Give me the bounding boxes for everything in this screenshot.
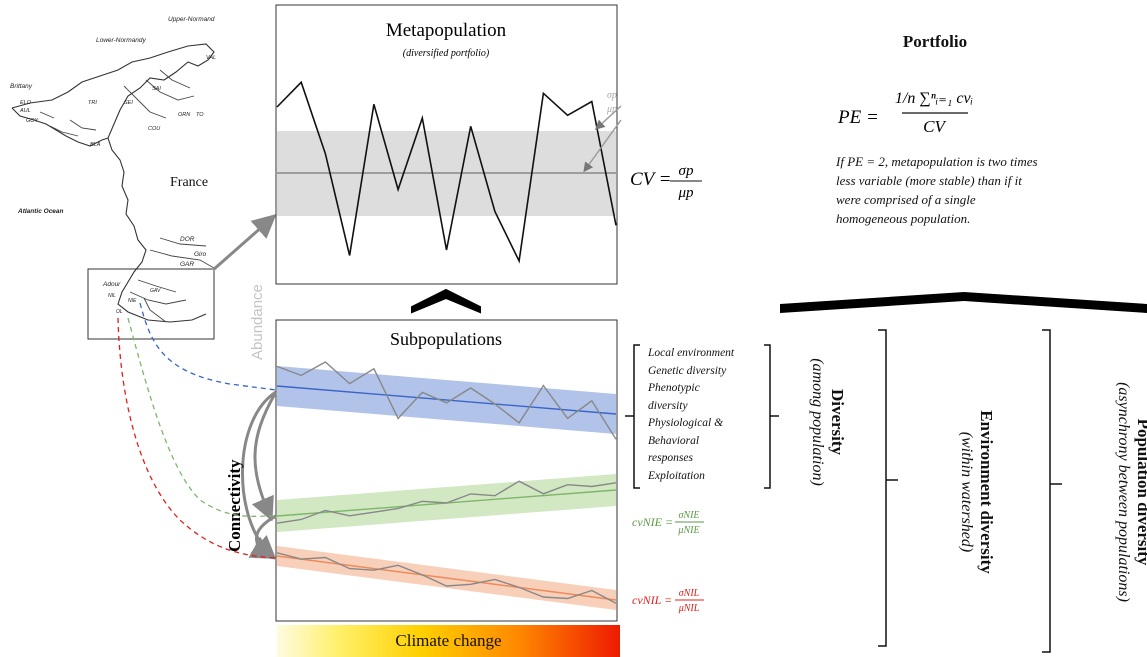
cv-nie-lhs: cvNIE = <box>632 515 673 529</box>
cv-num: σp <box>679 163 694 179</box>
map-label-sei: SEI <box>124 100 133 106</box>
map-label-ol: OL <box>116 309 123 315</box>
map-label-aul: AUL <box>19 108 31 114</box>
diversity-brace <box>878 329 887 647</box>
pe-den: CV <box>923 117 947 136</box>
map-to-meta-arrow <box>212 214 277 272</box>
diversity-label: Diversity (among population) <box>809 358 847 486</box>
map-label-goy: GOY <box>26 118 39 124</box>
sigma-arrow <box>594 105 622 130</box>
meta-abundance-line <box>276 80 617 264</box>
map-label-orn: ORN <box>178 112 190 118</box>
map-label-cou: COU <box>148 126 160 132</box>
driver-item: Genetic diversity <box>648 364 727 377</box>
map-label-sai: SAI <box>152 86 161 92</box>
map-label-nie: NIE <box>128 298 137 304</box>
mu-arrow <box>583 119 622 173</box>
population-diversity-label: Population diversity (asynchrony between… <box>1115 382 1147 602</box>
diversity-roof <box>780 292 1147 313</box>
mu-p-label: μp <box>606 104 617 115</box>
map-label-dor: DOR <box>180 236 195 243</box>
green-dashed-link <box>127 317 277 517</box>
france-map: Upper-Normand Lower-Normandy Brittany At… <box>10 16 216 340</box>
driver-item: Local environment <box>648 347 735 359</box>
connectivity-label: Connectivity <box>225 459 244 552</box>
map-label-france: France <box>170 175 208 190</box>
drivers-list: Local environment Genetic diversity Phen… <box>648 345 773 485</box>
red-dashed-link <box>117 317 277 559</box>
map-label-tri: TRI <box>88 100 97 106</box>
meta-title: Metapopulation <box>386 20 507 41</box>
green-subpop-line <box>276 480 617 524</box>
abundance-axis-label: Abundance <box>249 284 266 360</box>
map-label-brittany: Brittany <box>10 83 33 90</box>
map-links <box>117 302 277 559</box>
brittany-coast <box>11 107 109 147</box>
driver-item: Exploitation <box>648 469 705 482</box>
sub-title: Subpopulations <box>390 329 502 349</box>
cv-lhs: CV = <box>630 169 672 190</box>
orange-trend-line <box>276 555 617 601</box>
france-coastline <box>11 43 215 323</box>
drivers-right-bracket <box>764 344 779 489</box>
aggregation-chevron <box>411 288 481 314</box>
cv-formula: CV = σp μp <box>630 163 702 201</box>
cv-nil-den: μNIL <box>678 603 700 614</box>
cv-nil-lhs: cvNIL = <box>632 593 672 607</box>
cv-nie-formula: cvNIE = σNIE μNIE <box>632 510 704 536</box>
cv-nie-den: μNIE <box>677 525 699 536</box>
driver-item: diversity <box>648 399 688 412</box>
portfolio-title: Portfolio <box>902 32 968 51</box>
portfolio-note: If PE = 2, metapopulation is two times l… <box>836 154 1038 226</box>
climate-change-label: Climate change <box>395 631 502 650</box>
map-labels: Upper-Normand Lower-Normandy Brittany At… <box>10 16 216 315</box>
pe-lhs: PE = <box>837 107 879 128</box>
blue-trend-line <box>276 385 617 415</box>
sigma-p-label: σp <box>607 90 617 101</box>
map-label-adour: Adour <box>102 281 121 288</box>
cv-nil-formula: cvNIL = σNIL μNIL <box>632 588 704 614</box>
cv-nie-num: σNIE <box>678 510 699 521</box>
map-label-bla: BLA <box>90 142 101 148</box>
adour-region-box <box>87 268 215 340</box>
meta-subtitle: (diversified portfolio) <box>403 48 490 59</box>
rivers <box>39 69 215 323</box>
driver-item: Physiological & <box>648 417 724 429</box>
metapopulation-panel: Metapopulation (diversified portfolio) σ… <box>275 4 622 285</box>
map-label-gar: GAR <box>180 261 194 268</box>
orange-subpop-line <box>276 552 617 604</box>
driver-item: Phenotypic <box>648 382 700 394</box>
map-label-val: VAL <box>206 55 216 61</box>
map-label-nil: NIL <box>108 293 116 299</box>
blue-subpop-line <box>276 361 617 440</box>
connectivity-arrows <box>241 390 278 561</box>
map-label-to: TO <box>196 112 204 118</box>
map-label-upper-normand: Upper-Normand <box>168 16 215 23</box>
climate-change-gradient: Climate change <box>277 625 620 657</box>
pe-num: 1/n ∑ⁿᵢ₌₁ cvᵢ <box>895 90 973 107</box>
map-label-giro: Giro <box>194 251 207 258</box>
environment-diversity-label: Environment diversity (within watershed) <box>958 410 996 574</box>
cv-den: μp <box>677 185 694 201</box>
driver-item: responses <box>648 452 693 464</box>
map-label-atlantic: Atlantic Ocean <box>17 208 64 215</box>
subpopulations-panel: Subpopulations <box>275 319 618 622</box>
map-label-lower-normandy: Lower-Normandy <box>96 37 146 44</box>
driver-item: Behavioral <box>648 434 700 447</box>
population-brace <box>1042 329 1062 653</box>
map-label-gav: GAV <box>150 288 161 294</box>
cv-nil-num: σNIL <box>679 588 700 599</box>
drivers-left-bracket <box>625 344 640 489</box>
map-label-elo: ELO <box>20 100 32 106</box>
pe-formula: PE = 1/n ∑ⁿᵢ₌₁ cvᵢ CV <box>837 90 973 136</box>
